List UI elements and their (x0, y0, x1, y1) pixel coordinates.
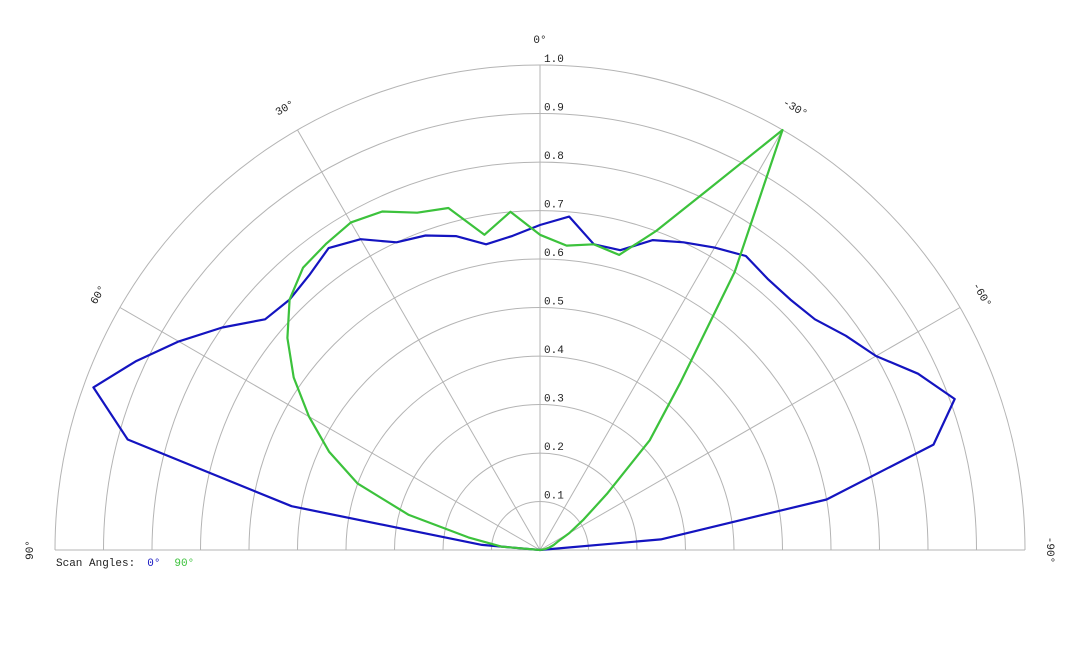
r-tick-label: 0.8 (544, 151, 564, 163)
theta-tick-label: -60° (969, 281, 993, 310)
theta-tick-label: -30° (780, 97, 809, 121)
legend-entry: 0° (147, 558, 160, 570)
legend-entry: 90° (174, 558, 194, 570)
series-line (92, 215, 956, 552)
r-tick-label: 0.7 (544, 199, 564, 211)
theta-tick-label: 60° (89, 284, 109, 307)
series-line (286, 128, 784, 552)
grid-spoke (297, 129, 541, 551)
r-tick-label: 0.6 (544, 248, 564, 260)
r-tick-label: 0.2 (544, 442, 564, 454)
r-tick-label: 0.1 (544, 490, 564, 502)
grid-spoke (539, 129, 783, 551)
theta-tick-label: 0° (533, 35, 546, 47)
theta-tick-label: 30° (274, 99, 297, 119)
theta-tick-label: -90° (1043, 537, 1055, 563)
theta-tick-label: 90° (25, 540, 37, 560)
r-tick-label: 0.3 (544, 393, 564, 405)
r-tick-label: 0.5 (544, 296, 564, 308)
grid-spoke (539, 307, 961, 551)
legend-title: Scan Angles: (56, 558, 135, 570)
r-tick-label: 0.9 (544, 102, 564, 114)
r-tick-label: 0.4 (544, 345, 564, 357)
r-tick-label: 1.0 (544, 54, 564, 66)
grid-spoke (119, 307, 541, 551)
